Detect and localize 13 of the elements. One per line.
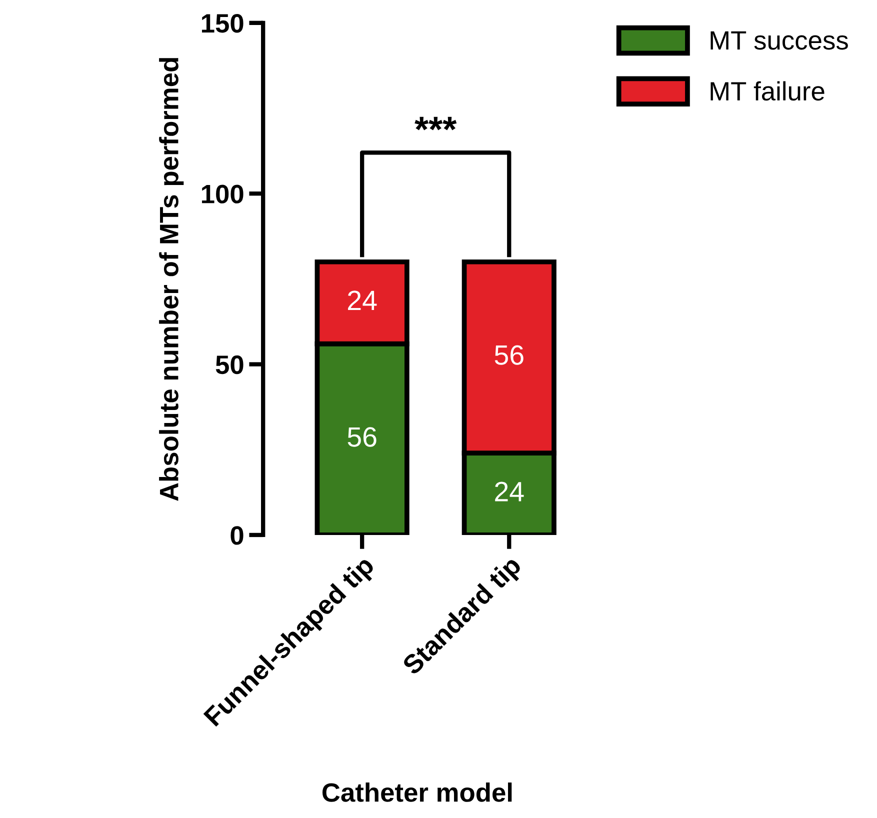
- data-label: 24: [495, 482, 524, 502]
- data-label: 56: [348, 427, 376, 447]
- data-label: 24: [348, 290, 377, 310]
- y-axis-title: Absolute number of MTs performed: [159, 58, 184, 501]
- x-axis-title: Catheter model: [322, 782, 512, 802]
- y-tick-label: 150: [202, 14, 244, 33]
- data-label: 56: [494, 345, 524, 365]
- y-tick-label: 100: [202, 184, 244, 204]
- y-tick-label: 50: [216, 355, 244, 374]
- y-tick-label: 0: [230, 526, 244, 545]
- annotation: ***: [414, 116, 457, 130]
- legend-label: MT failure: [710, 81, 824, 101]
- legend-label: MT success: [710, 31, 848, 50]
